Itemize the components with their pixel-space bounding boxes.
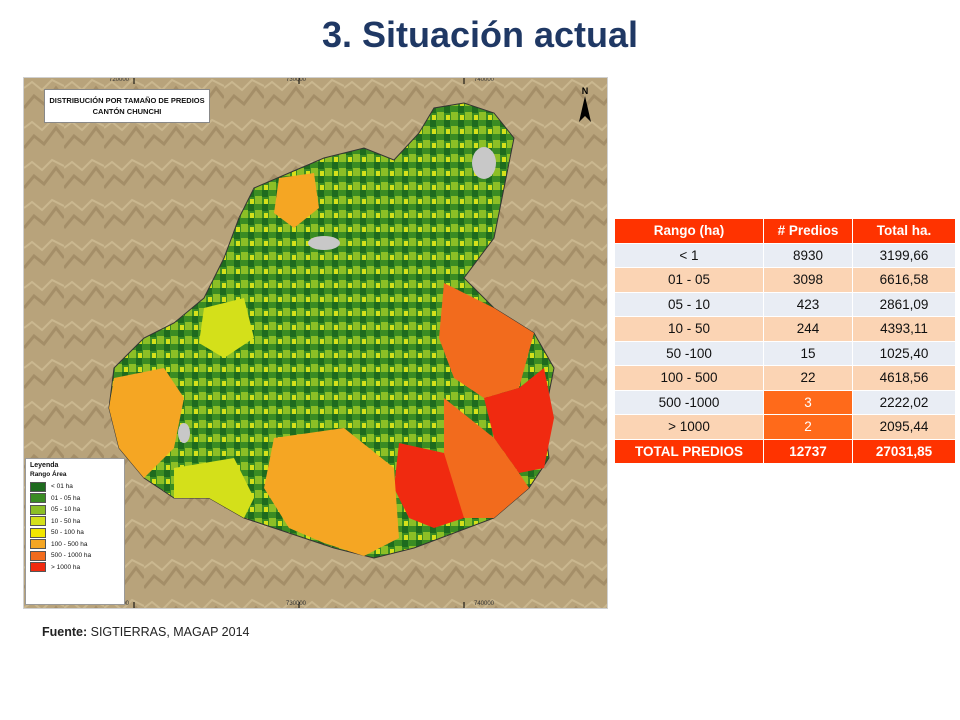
legend-subtitle: Rango Área (30, 471, 67, 478)
zone-50-100 (174, 458, 254, 518)
table-cell: 2861,09 (852, 291, 956, 317)
map-legend: Leyenda Rango Área < 01 ha 01 - 05 ha 05 -… (25, 458, 125, 605)
table-cell: 8930 (763, 242, 853, 268)
table-row: 01 - 05 3098 6616,58 (614, 267, 956, 293)
zone-500-1000-south (444, 398, 529, 518)
table-cell: > 1000 (614, 414, 764, 440)
table-row: > 1000 2 2095,44 (614, 414, 956, 440)
source-text: SIGTIERRAS, MAGAP 2014 (87, 625, 250, 639)
table-total-cell: TOTAL PREDIOS (614, 438, 764, 464)
table-cell: < 1 (614, 242, 764, 268)
table-cell: 1025,40 (852, 340, 956, 366)
table-row: 100 - 500 22 4618,56 (614, 365, 956, 391)
table-header-row: Rango (ha) # Predios Total ha. (614, 218, 956, 244)
legend-swatch (30, 562, 46, 573)
table-cell: 2 (763, 414, 853, 440)
legend-label: 100 - 500 ha (51, 540, 88, 548)
legend-label: 500 - 1000 ha (51, 552, 92, 560)
header-predios: # Predios (763, 218, 853, 244)
map-title-line2: CANTÓN CHUNCHI (92, 107, 162, 116)
zone-10-50 (199, 298, 254, 358)
zone-100-500-south (264, 428, 399, 556)
zone-500-1000 (439, 283, 534, 398)
legend-item: 500 - 1000 ha (30, 550, 120, 562)
legend-label: > 1000 ha (51, 563, 81, 571)
legend-label: 05 - 10 ha (51, 506, 81, 514)
coord-top-1: 720000 (109, 77, 130, 83)
map-title-box: DISTRIBUCIÓN POR TAMAÑO DE PREDIOS CANTÓ… (44, 89, 210, 123)
legend-label: < 01 ha (51, 483, 73, 491)
coord-top-2: 730000 (286, 77, 307, 83)
table-total-row: TOTAL PREDIOS 12737 27031,85 (614, 438, 956, 464)
legend-swatch (30, 493, 46, 504)
north-arrow-icon (579, 96, 591, 122)
legend-item: < 01 ha (30, 481, 120, 493)
header-rango: Rango (ha) (614, 218, 764, 244)
table-row: 05 - 10 423 2861,09 (614, 291, 956, 317)
slide-title: 3. Situación actual (321, 14, 639, 55)
legend-item: 10 - 50 ha (30, 516, 120, 528)
table-cell: 3098 (763, 267, 853, 293)
legend-swatch (30, 481, 46, 492)
table-cell: 100 - 500 (614, 365, 764, 391)
legend-swatch (30, 516, 46, 527)
table-cell: 3 (763, 389, 853, 415)
source-label: Fuente: (42, 625, 88, 639)
table-row: 50 -100 15 1025,40 (614, 340, 956, 366)
table-cell: 2095,44 (852, 414, 956, 440)
coord-bottom-3: 740000 (474, 601, 495, 607)
table-cell: 4618,56 (852, 365, 956, 391)
table-cell: 2222,02 (852, 389, 956, 415)
table-cell: 6616,58 (852, 267, 956, 293)
source-note: Fuente: SIGTIERRAS, MAGAP 2014 (42, 625, 249, 639)
table-cell: 4393,11 (852, 316, 956, 342)
table-cell: 22 (763, 365, 853, 391)
zone-over-1000-east (484, 368, 554, 473)
legend-swatch (30, 539, 46, 550)
map-title-line1: DISTRIBUCIÓN POR TAMAÑO DE PREDIOS (49, 96, 205, 105)
table-cell: 3199,66 (852, 242, 956, 268)
zone-100-500-west (109, 368, 184, 478)
zone-100-500-north (274, 173, 319, 228)
legend-item: 01 - 05 ha (30, 493, 120, 505)
table-total-cell: 27031,85 (852, 438, 956, 464)
predios-table: Rango (ha) # Predios Total ha. < 1 8930 31… (614, 218, 956, 464)
legend-label: 10 - 50 ha (51, 517, 81, 525)
table-cell: 15 (763, 340, 853, 366)
legend-label: 50 - 100 ha (51, 529, 84, 537)
table-cell: 01 - 05 (614, 267, 764, 293)
legend-swatch (30, 550, 46, 561)
table-cell: 05 - 10 (614, 291, 764, 317)
table-cell: 500 -1000 (614, 389, 764, 415)
legend-swatch (30, 504, 46, 515)
zone-over-1000-south (394, 443, 464, 528)
table-row: 500 -1000 3 2222,02 (614, 389, 956, 415)
table-row: < 1 8930 3199,66 (614, 242, 956, 268)
legend-item: 05 - 10 ha (30, 504, 120, 516)
table-row: 10 - 50 244 4393,11 (614, 316, 956, 342)
coord-top-3: 740000 (474, 77, 495, 83)
table-total-cell: 12737 (763, 438, 853, 464)
north-label: N (581, 86, 589, 96)
legend-label: 01 - 05 ha (51, 494, 81, 502)
header-total: Total ha. (852, 218, 956, 244)
legend-item: 50 - 100 ha (30, 527, 120, 539)
legend-item: > 1000 ha (30, 562, 120, 574)
coord-bottom-2: 730000 (286, 601, 307, 607)
table-cell: 244 (763, 316, 853, 342)
legend-swatch (30, 527, 46, 538)
table-cell: 10 - 50 (614, 316, 764, 342)
land-distribution-map: 720000 730000 740000 720000 730000 74000… (23, 77, 608, 609)
table-cell: 423 (763, 291, 853, 317)
legend-title: Leyenda (30, 462, 59, 469)
table-cell: 50 -100 (614, 340, 764, 366)
north-arrow: N (579, 86, 591, 126)
legend-item: 100 - 500 ha (30, 539, 120, 551)
